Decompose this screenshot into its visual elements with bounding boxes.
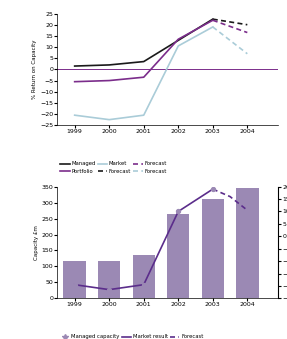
Point (107, 287, 111, 292)
Bar (167, 214, 189, 298)
Legend: Managed capacity, Market result, Forecast: Managed capacity, Market result, Forecas… (60, 335, 203, 339)
Point (176, 209, 181, 214)
Bar (98, 261, 121, 298)
Y-axis label: % Return on Capacity: % Return on Capacity (32, 40, 37, 99)
Bar (201, 199, 224, 298)
Point (210, 186, 215, 192)
Y-axis label: Capacity £m: Capacity £m (34, 225, 39, 260)
Point (141, 282, 146, 287)
Legend: Managed, Portfolio, Market, Forecast, Forecast, Forecast: Managed, Portfolio, Market, Forecast, Fo… (60, 161, 167, 174)
Bar (133, 255, 155, 298)
Bar (236, 188, 259, 298)
Bar (63, 261, 86, 298)
Point (72, 282, 77, 287)
